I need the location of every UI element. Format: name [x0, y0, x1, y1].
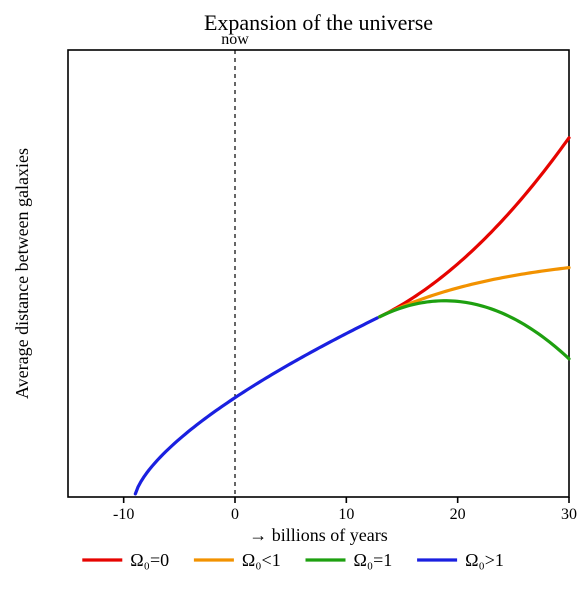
svg-text:Ω₀=0: Ω₀=0	[130, 550, 169, 570]
svg-text:Ω₀<1: Ω₀<1	[242, 550, 281, 570]
svg-text:30: 30	[561, 506, 577, 523]
chart-svg: Expansion of the universe-100102030→ bil…	[0, 0, 587, 599]
svg-text:0: 0	[231, 506, 239, 523]
expansion-chart: Expansion of the universe-100102030→ bil…	[0, 0, 587, 599]
svg-text:→ billions of years: → billions of years	[249, 525, 387, 545]
svg-text:Ω₀=1: Ω₀=1	[354, 550, 393, 570]
svg-text:now: now	[221, 31, 249, 48]
svg-text:10: 10	[338, 506, 354, 523]
svg-text:20: 20	[450, 506, 466, 523]
svg-text:Average distance between galax: Average distance between galaxies	[12, 148, 32, 399]
svg-text:Ω₀>1: Ω₀>1	[465, 550, 504, 570]
svg-text:-10: -10	[113, 506, 134, 523]
